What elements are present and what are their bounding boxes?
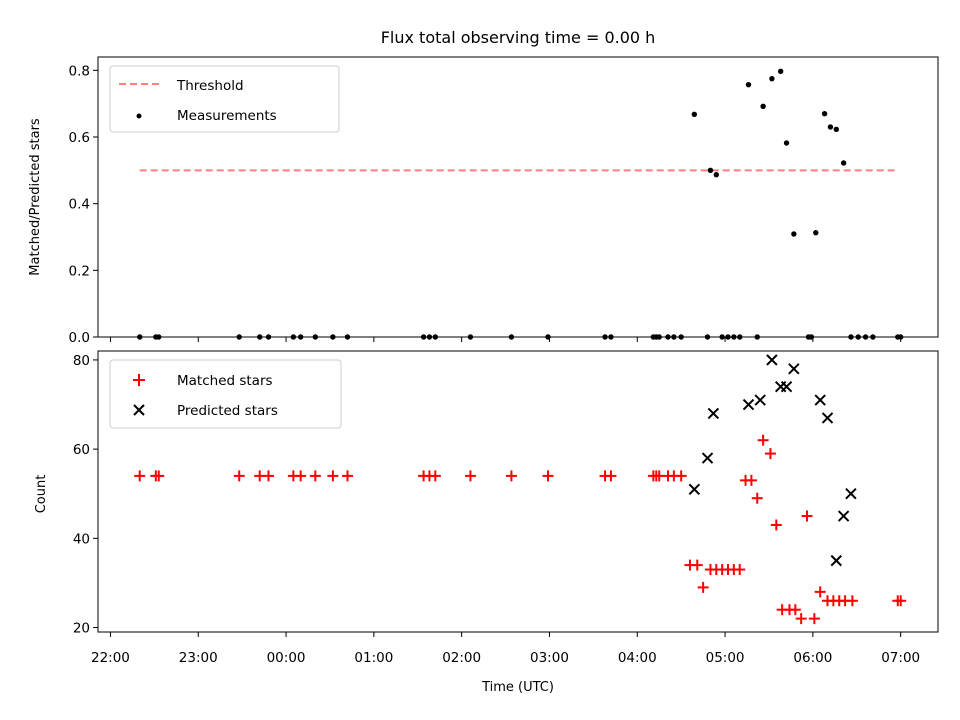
count-panel: 20 40 60 80 22:00 23:00 00:00 01:00 02:00 03:00 04… — [34, 350, 939, 695]
predicted-star-point — [788, 363, 800, 375]
ratio-y-tick-label: 0.6 — [69, 130, 90, 146]
ratio-axes: 0.0 0.2 0.4 0.6 0.8 — [69, 63, 902, 346]
count-legend-box — [109, 359, 342, 429]
measurement-point — [783, 140, 790, 146]
measurement-point — [691, 111, 698, 118]
x-tick-label: 06:00 — [793, 650, 832, 666]
count-plot-frame — [97, 350, 939, 633]
matched-star-point — [770, 519, 782, 531]
measurements-legend-label: Measurements — [177, 108, 277, 124]
measurement-point — [760, 103, 766, 110]
predicted-star-point — [821, 412, 834, 424]
count-legend: Matched stars Predicted stars — [109, 359, 342, 429]
predicted-star-point — [754, 394, 766, 406]
count-y-tick-label: 60 — [73, 442, 90, 458]
ratio-y-tick-label: 0.0 — [69, 330, 90, 346]
x-tick-label: 04:00 — [618, 650, 657, 666]
count-y-tick-label: 40 — [73, 531, 90, 547]
matched-star-point — [295, 470, 307, 482]
matched-star-point — [734, 564, 746, 576]
predicted-star-point — [830, 554, 842, 567]
measurements-legend-swatch — [136, 113, 142, 119]
matched-star-point — [327, 470, 339, 482]
matched-star-point — [542, 470, 554, 482]
predicted-star-point — [780, 380, 793, 393]
matched-star-point — [505, 470, 517, 482]
x-axis-label: Time (UTC) — [481, 680, 554, 695]
ratio-y-tick-label: 0.4 — [69, 197, 90, 213]
ratio-panel: 0.00.20.40.60.8 Matched/Predicted stars … — [28, 56, 939, 346]
x-tick-label: 22:00 — [91, 650, 130, 666]
chart-title: Flux total observing time = 0.00 h — [381, 28, 656, 47]
matched-star-point — [764, 448, 776, 460]
x-tick-label: 07:00 — [881, 650, 920, 666]
matched-star-point — [846, 595, 858, 607]
matched-star-point — [309, 470, 321, 482]
measurement-point — [833, 126, 839, 133]
threshold-legend-label: Threshold — [176, 78, 244, 94]
predicted-legend-label: Predicted stars — [177, 403, 278, 419]
predicted-legend-swatch — [133, 404, 145, 416]
matched-star-point — [745, 474, 757, 486]
predicted-star-point — [837, 510, 850, 522]
matched-star-point — [895, 595, 907, 607]
predicted-star-point — [707, 407, 720, 420]
measurement-point — [777, 68, 784, 75]
measurement-point — [713, 171, 719, 178]
matched-star-point — [691, 559, 703, 571]
measurement-point — [791, 231, 797, 237]
matched-legend-label: Matched stars — [177, 373, 273, 389]
measurement-point — [707, 167, 714, 174]
count-y-axis-label: Count — [34, 475, 49, 514]
matched-star-point — [808, 613, 820, 625]
measurement-point — [827, 124, 834, 130]
matched-star-point — [675, 470, 687, 482]
predicted-star-point — [701, 452, 714, 464]
predicted-star-point — [688, 483, 701, 495]
matched-star-point — [757, 434, 769, 446]
matched-star-point — [814, 586, 826, 598]
x-tick-label: 23:00 — [179, 650, 218, 666]
predicted-star-point — [845, 488, 857, 500]
count-y-tick-label: 20 — [73, 621, 90, 637]
matched-star-point — [153, 470, 165, 482]
matched-star-point — [751, 492, 763, 504]
matched-star-point — [605, 470, 617, 482]
matched-star-point — [697, 581, 709, 593]
matched-legend-swatch — [133, 374, 145, 386]
x-tick-label: 01:00 — [354, 650, 393, 666]
measurement-point — [769, 75, 775, 82]
count-marks — [134, 354, 907, 625]
measurement-point — [821, 110, 828, 117]
measurement-point — [813, 229, 819, 236]
x-tick-label: 03:00 — [530, 650, 569, 666]
measurement-point — [840, 160, 847, 166]
matched-star-point — [134, 470, 146, 482]
ratio-legend: Threshold Measurements — [109, 65, 340, 133]
ratio-legend-box — [109, 65, 340, 133]
x-tick-label: 00:00 — [267, 650, 306, 666]
count-y-tick-label: 80 — [73, 353, 90, 369]
count-axes: 20 40 60 80 22:00 23:00 00:00 01:00 02:00 03:00 04… — [73, 353, 920, 666]
ratio-y-tick-label: 0.8 — [69, 63, 90, 79]
matched-star-point — [801, 510, 813, 522]
predicted-star-point — [814, 394, 826, 406]
x-tick-label: 05:00 — [706, 650, 745, 666]
predicted-star-point — [742, 398, 755, 411]
measurement-point — [745, 81, 752, 88]
matched-star-point — [429, 470, 441, 482]
x-tick-label: 02:00 — [442, 650, 481, 666]
ratio-plot-frame — [97, 56, 939, 338]
predicted-star-point — [766, 354, 778, 366]
matched-star-point — [342, 470, 354, 482]
matched-star-point — [464, 470, 476, 482]
matched-star-point — [262, 470, 274, 482]
ratio-y-tick-label: 0.2 — [69, 263, 90, 279]
matched-star-point — [233, 470, 245, 482]
matched-star-point — [795, 613, 807, 625]
matched-star-point — [789, 604, 801, 616]
ratio-y-axis-label: Matched/Predicted stars — [28, 118, 43, 276]
